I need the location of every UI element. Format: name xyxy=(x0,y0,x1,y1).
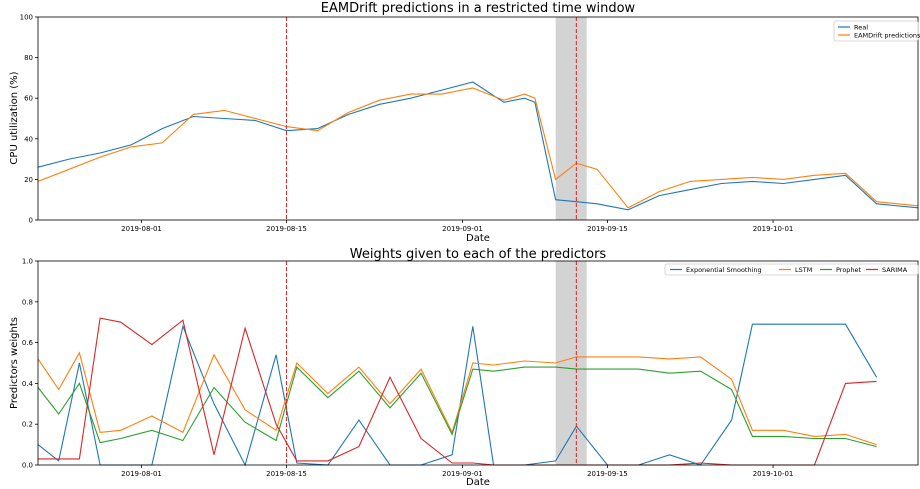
y-tick-label: 0.0 xyxy=(22,462,33,470)
y-axis-label: CPU utilization (%) xyxy=(9,71,20,164)
y-tick-label: 100 xyxy=(20,14,33,22)
series-line-0 xyxy=(37,81,919,211)
y-tick-label: 0.2 xyxy=(22,421,33,429)
y-tick-label: 1.0 xyxy=(22,258,33,266)
y-tick-label: 0.6 xyxy=(22,339,34,347)
series-line-0 xyxy=(37,323,878,467)
chart-title: Weights given to each of the predictors xyxy=(350,247,607,262)
legend-label: LSTM xyxy=(795,266,812,274)
legend-box xyxy=(833,20,919,42)
y-tick-label: 80 xyxy=(24,54,33,62)
axes-frame xyxy=(37,16,919,221)
legend-label: Real xyxy=(854,23,868,31)
predictor-weights-chart: 0.0 0.2 0.4 0.6 0.8 1.0 2019-08-01 2019-08-15 20… xyxy=(22,258,919,478)
legend-label: EAMDrift predictions xyxy=(854,31,920,39)
shaded-window xyxy=(555,17,587,220)
series-line-3 xyxy=(38,317,877,466)
y-tick-label: 0 xyxy=(29,217,33,225)
x-tick-label: 2019-10-01 xyxy=(753,470,794,478)
legend-label: Exponential Smoothing xyxy=(686,266,762,274)
series-line-1 xyxy=(37,351,877,446)
series-line-1 xyxy=(37,87,919,209)
chart-title: EAMDrift predictions in a restricted tim… xyxy=(321,1,636,16)
x-tick-label: 2019-09-15 xyxy=(587,225,628,233)
x-tick-label: 2019-09-15 xyxy=(587,470,628,478)
x-axis-label: Date xyxy=(466,233,490,244)
cpu-utilization-chart: 0 20 40 60 80 100 2019-08-01 2019-08-15 2019-09-… xyxy=(20,14,920,234)
shaded-window xyxy=(555,261,587,465)
y-tick-label: 60 xyxy=(24,95,33,103)
axes-frame xyxy=(37,260,919,466)
x-tick-label: 2019-10-01 xyxy=(753,225,794,233)
x-tick-label: 2019-08-01 xyxy=(121,225,162,233)
y-axis-label: Predictors weights xyxy=(9,317,20,409)
y-tick-label: 0.4 xyxy=(22,380,34,388)
series-line-2 xyxy=(37,366,877,448)
legend-box xyxy=(664,263,919,276)
y-tick-label: 0.8 xyxy=(22,298,33,306)
x-tick-label: 2019-08-15 xyxy=(266,470,307,478)
x-axis-label: Date xyxy=(466,477,490,488)
x-tick-label: 2019-08-01 xyxy=(121,470,162,478)
y-tick-label: 20 xyxy=(24,176,33,184)
legend-label: SARIMA xyxy=(882,266,908,274)
x-tick-label: 2019-09-01 xyxy=(442,225,483,233)
x-tick-label: 2019-08-15 xyxy=(266,225,307,233)
x-tick-label: 2019-09-01 xyxy=(442,470,483,478)
legend-label: Prophet xyxy=(836,266,862,274)
y-tick-label: 40 xyxy=(24,135,33,143)
